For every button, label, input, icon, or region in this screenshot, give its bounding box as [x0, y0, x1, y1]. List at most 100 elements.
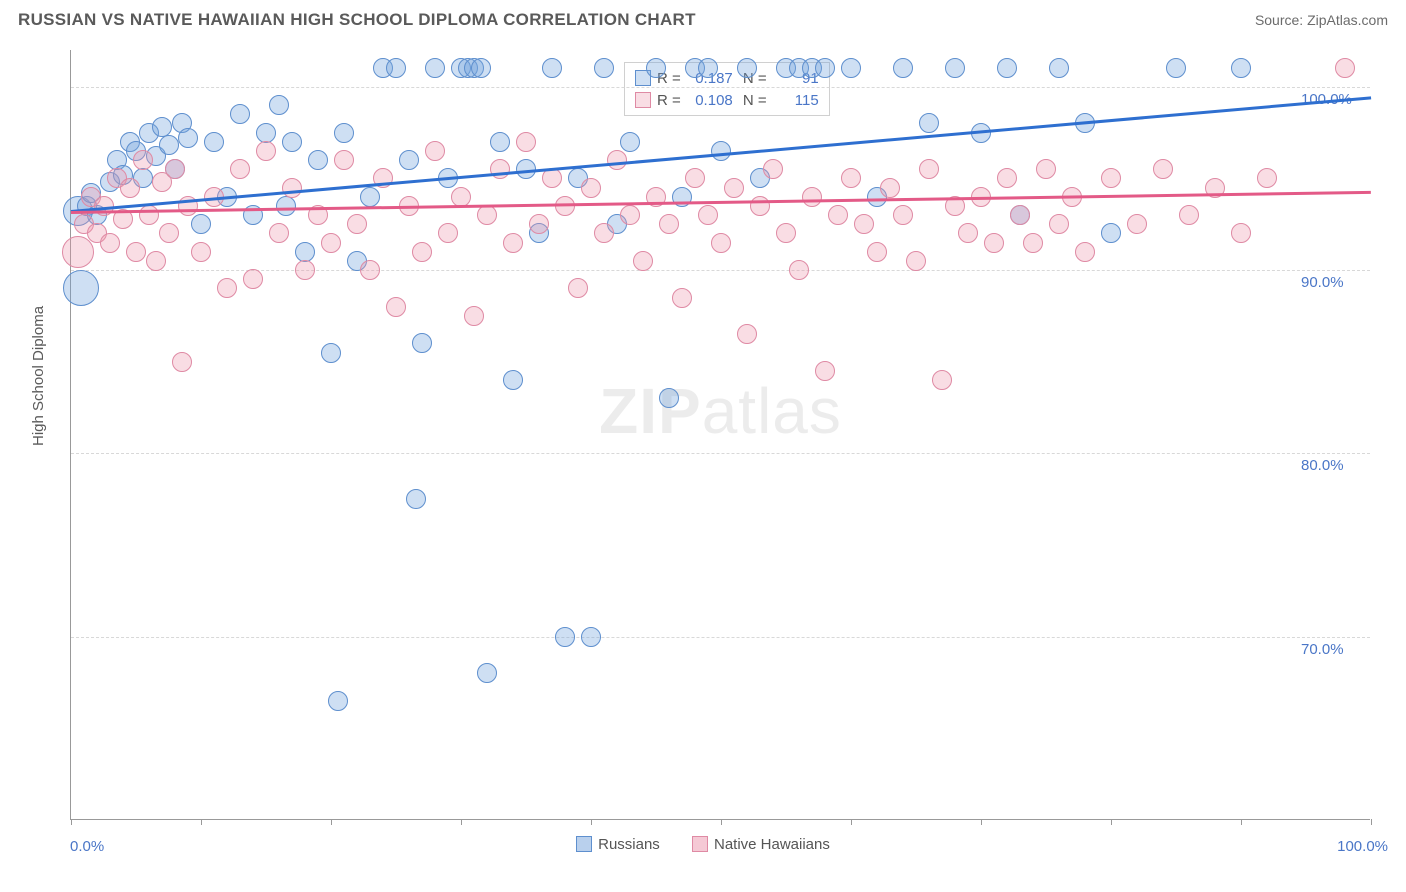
scatter-point: [178, 128, 198, 148]
scatter-point: [321, 233, 341, 253]
scatter-point: [581, 627, 601, 647]
scatter-point: [438, 223, 458, 243]
y-tick-label: 70.0%: [1301, 641, 1344, 658]
scatter-point: [172, 352, 192, 372]
watermark: ZIPatlas: [599, 374, 842, 448]
y-tick-label: 90.0%: [1301, 274, 1344, 291]
scatter-point: [1127, 214, 1147, 234]
legend-swatch-hawaiians: [635, 92, 651, 108]
scatter-point: [406, 489, 426, 509]
scatter-point: [1049, 214, 1069, 234]
scatter-point: [1231, 223, 1251, 243]
scatter-point: [276, 196, 296, 216]
scatter-point: [802, 187, 822, 207]
scatter-point: [659, 214, 679, 234]
scatter-point: [568, 278, 588, 298]
scatter-point: [425, 58, 445, 78]
scatter-point: [464, 306, 484, 326]
scatter-point: [1101, 223, 1121, 243]
scatter-point: [204, 132, 224, 152]
scatter-point: [256, 123, 276, 143]
scatter-point: [1231, 58, 1251, 78]
x-tick: [851, 819, 852, 825]
scatter-point: [412, 333, 432, 353]
scatter-point: [841, 58, 861, 78]
scatter-point: [763, 159, 783, 179]
scatter-point: [328, 691, 348, 711]
scatter-point: [412, 242, 432, 262]
scatter-point: [191, 214, 211, 234]
scatter-point: [542, 58, 562, 78]
scatter-point: [62, 236, 94, 268]
scatter-point: [919, 159, 939, 179]
scatter-point: [815, 58, 835, 78]
x-tick: [1111, 819, 1112, 825]
x-tick: [981, 819, 982, 825]
scatter-point: [191, 242, 211, 262]
chart-title: RUSSIAN VS NATIVE HAWAIIAN HIGH SCHOOL D…: [18, 10, 696, 30]
scatter-point: [555, 627, 575, 647]
scatter-point: [256, 141, 276, 161]
x-tick: [1241, 819, 1242, 825]
x-tick: [201, 819, 202, 825]
scatter-point: [984, 233, 1004, 253]
scatter-point: [386, 58, 406, 78]
scatter-point: [295, 242, 315, 262]
x-tick: [721, 819, 722, 825]
legend-label-hawaiians: Native Hawaiians: [714, 836, 830, 853]
scatter-point: [620, 205, 640, 225]
gridline: [71, 270, 1370, 271]
gridline: [71, 87, 1370, 88]
scatter-point: [776, 223, 796, 243]
scatter-point: [607, 150, 627, 170]
scatter-point: [120, 178, 140, 198]
scatter-point: [906, 251, 926, 271]
scatter-point: [750, 196, 770, 216]
gridline: [71, 453, 1370, 454]
scatter-point: [997, 58, 1017, 78]
scatter-point: [159, 135, 179, 155]
scatter-point: [529, 214, 549, 234]
scatter-point: [1101, 168, 1121, 188]
scatter-point: [711, 233, 731, 253]
scatter-point: [425, 141, 445, 161]
legend-label-russians: Russians: [598, 836, 660, 853]
scatter-point: [841, 168, 861, 188]
scatter-point: [133, 150, 153, 170]
scatter-point: [633, 251, 653, 271]
scatter-point: [399, 150, 419, 170]
scatter-point: [334, 123, 354, 143]
scatter-point: [516, 132, 536, 152]
scatter-point: [711, 141, 731, 161]
scatter-point: [230, 104, 250, 124]
scatter-point: [945, 58, 965, 78]
x-tick: [461, 819, 462, 825]
scatter-point: [542, 168, 562, 188]
scatter-point: [594, 223, 614, 243]
scatter-point: [828, 205, 848, 225]
scatter-point: [620, 132, 640, 152]
scatter-point: [1075, 242, 1095, 262]
scatter-point: [646, 58, 666, 78]
watermark-atlas: atlas: [702, 375, 842, 447]
scatter-point: [360, 260, 380, 280]
scatter-point: [451, 187, 471, 207]
scatter-point: [997, 168, 1017, 188]
scatter-point: [737, 58, 757, 78]
scatter-point: [347, 214, 367, 234]
scatter-point: [308, 150, 328, 170]
scatter-point: [867, 242, 887, 262]
scatter-point: [477, 205, 497, 225]
scatter-point: [146, 251, 166, 271]
scatter-point: [1179, 205, 1199, 225]
scatter-point: [100, 233, 120, 253]
scatter-point: [490, 159, 510, 179]
x-tick: [331, 819, 332, 825]
scatter-point: [282, 178, 302, 198]
scatter-point: [334, 150, 354, 170]
scatter-point: [243, 269, 263, 289]
scatter-point: [1023, 233, 1043, 253]
scatter-point: [958, 223, 978, 243]
gridline: [71, 637, 1370, 638]
scatter-point: [581, 178, 601, 198]
